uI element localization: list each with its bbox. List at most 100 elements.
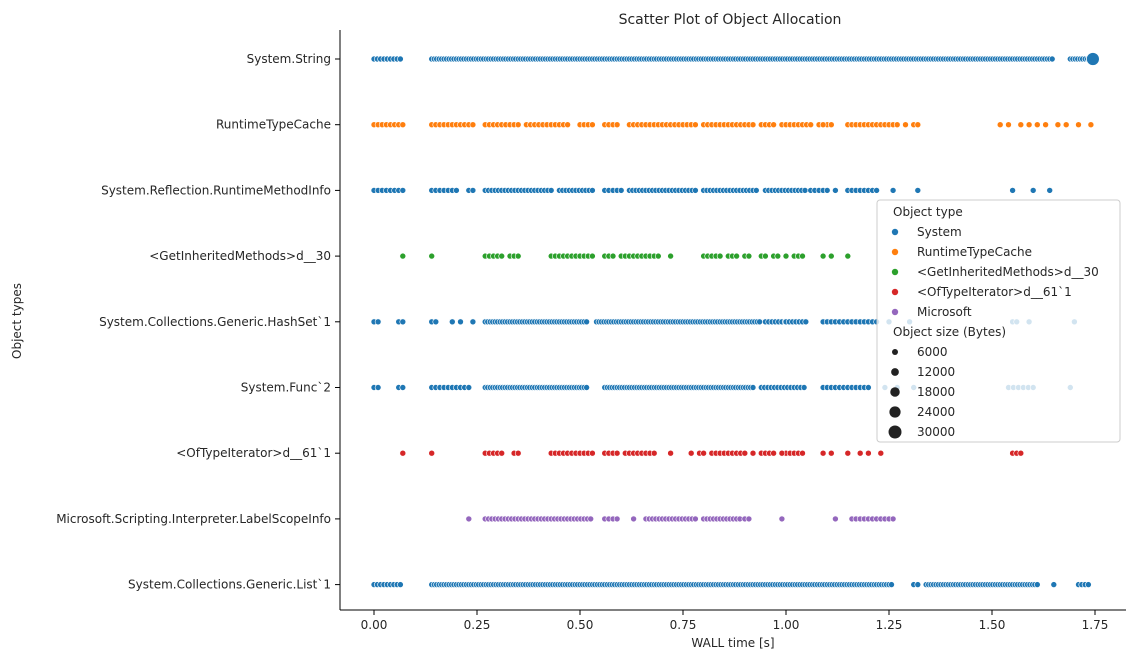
scatter-point: [752, 187, 760, 194]
scatter-point: [782, 252, 790, 260]
legend-label: <OfTypeIterator>d__61`1: [917, 285, 1072, 299]
scatter-point: [832, 515, 839, 523]
legend-size-label: 24000: [917, 405, 955, 419]
scatter-point: [692, 187, 699, 194]
y-tick-label: System.Reflection.RuntimeMethodInfo: [101, 183, 331, 197]
scatter-point: [770, 121, 777, 128]
scatter-point: [1034, 581, 1041, 588]
scatter-point: [1050, 581, 1058, 588]
scatter-point: [514, 252, 522, 260]
scatter-point: [756, 318, 763, 326]
y-ticks: System.String RuntimeTypeCache System.Refl…: [56, 52, 340, 592]
legend-label: <GetInheritedMethods>d__30: [917, 265, 1099, 279]
scatter-point: [877, 449, 885, 457]
axes: [339, 30, 1126, 611]
scatter-point: [630, 515, 637, 523]
y-tick-label: System.Collections.Generic.HashSet`1: [99, 315, 331, 329]
scatter-point: [514, 449, 522, 457]
scatter-point: [465, 515, 473, 523]
scatter-point: [687, 449, 695, 457]
scatter-point: [1087, 121, 1095, 128]
scatter-point: [1075, 121, 1082, 128]
legend-size-label: 12000: [917, 365, 955, 379]
scatter-point: [609, 252, 617, 260]
scatter-point: [778, 449, 786, 457]
scatter-point: [865, 384, 872, 391]
scatter-point: [819, 252, 827, 260]
scatter-point: [1025, 121, 1033, 128]
legend-size-label: 6000: [917, 345, 948, 359]
y-tick-label: <GetInheritedMethods>d__30: [149, 249, 331, 263]
y-tick-label: System.Collections.Generic.List`1: [128, 578, 331, 592]
series-Microsoft.Scripting.Interpreter.LabelScopeInfo: [465, 515, 897, 523]
scatter-point: [613, 449, 621, 457]
scatter-point: [762, 252, 769, 260]
scatter-point: [889, 187, 897, 194]
scatter-point: [716, 252, 724, 260]
scatter-point: [800, 384, 808, 391]
scatter-point: [823, 187, 831, 194]
x-tick-label: 1.25: [876, 618, 903, 632]
legend-size-marker: [889, 406, 901, 418]
scatter-point: [589, 449, 596, 457]
legend-items: Object type System RuntimeTypeCache <GetInh…: [888, 205, 1099, 439]
legend-size-marker: [890, 387, 900, 397]
legend-size-marker: [888, 425, 902, 439]
scatter-point: [1029, 187, 1037, 194]
scatter-point: [654, 252, 662, 260]
scatter-point: [564, 121, 571, 128]
scatter-point: [745, 252, 753, 260]
legend-marker: [891, 228, 899, 236]
x-axis-title: WALL time [s]: [691, 636, 774, 650]
scatter-point: [1085, 581, 1092, 588]
scatter-point: [613, 515, 621, 523]
scatter-point: [465, 384, 473, 391]
scatter-point: [374, 318, 382, 326]
scatter-point: [428, 449, 436, 457]
scatter-point: [667, 449, 674, 457]
scatter-point: [469, 121, 477, 128]
scatter-point: [873, 187, 880, 194]
scatter-point: [889, 515, 897, 523]
scatter-point: [583, 384, 590, 391]
scatter-point: [1017, 121, 1025, 128]
scatter-point: [733, 252, 740, 260]
y-tick-label: System.Func`2: [241, 381, 331, 395]
x-tick-label: 0.50: [567, 618, 594, 632]
series-System.String: [370, 52, 1100, 66]
scatter-point: [589, 121, 596, 128]
series-RuntimeTypeCache: [370, 121, 1095, 128]
scatter-point: [799, 449, 806, 457]
scatter-point: [547, 187, 555, 194]
scatter-point: [374, 384, 382, 391]
scatter-point: [745, 515, 753, 523]
scatter-point: [1042, 121, 1049, 128]
scatter-point: [469, 318, 477, 326]
scatter-point: [1046, 187, 1053, 194]
scatter-point: [832, 187, 839, 194]
scatter-point: [819, 449, 827, 457]
scatter-point: [448, 318, 456, 326]
scatter-point: [844, 449, 852, 457]
scatter-point: [453, 187, 460, 194]
scatter-point: [1062, 121, 1070, 128]
series-System.Reflection.RuntimeMethodInfo: [370, 187, 1053, 194]
scatter-point: [700, 449, 707, 457]
scatter-point: [399, 187, 407, 194]
scatter-point: [667, 252, 674, 260]
legend-marker: [891, 248, 899, 256]
scatter-point: [498, 449, 506, 457]
series-System.Collections.Generic.List`1: [370, 581, 1092, 588]
series-System.Collections.Generic.HashSet`1: [370, 318, 1078, 326]
scatter-point: [650, 449, 658, 457]
scatter-point: [432, 318, 440, 326]
legend-size-title: Object size (Bytes): [893, 325, 1006, 339]
series-<OfTypeIterator>d__61`1: [399, 449, 1025, 457]
scatter-point: [397, 581, 404, 588]
scatter-point: [399, 318, 407, 326]
y-tick-label: Microsoft.Scripting.Interpreter.LabelSco…: [56, 512, 331, 526]
scatter-point: [399, 384, 407, 391]
scatter-point: [799, 252, 806, 260]
scatter-point: [774, 252, 782, 260]
